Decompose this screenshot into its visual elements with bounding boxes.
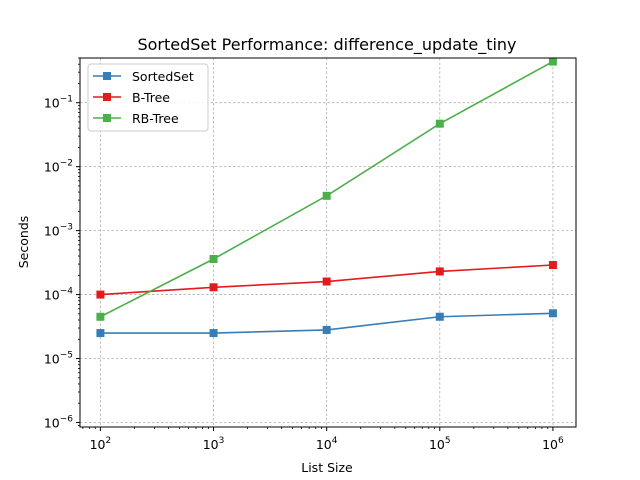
y-tick-label: 10−6: [44, 414, 73, 430]
data-point-b-tree: [96, 290, 105, 299]
y-tick-label: 10−1: [44, 95, 73, 111]
legend-label-b-tree: B-Tree: [132, 90, 170, 105]
x-axis: 102 103 104 105 106: [82, 427, 564, 452]
chart-title: SortedSet Performance: difference_update…: [137, 35, 516, 55]
x-tick-label: 103: [203, 436, 225, 452]
data-point-sortedset: [435, 312, 444, 321]
y-tick-label: 10−5: [44, 351, 73, 367]
plot-area: [96, 57, 557, 338]
data-point-b-tree: [322, 277, 331, 286]
legend-marker-sortedset: [103, 72, 111, 80]
axes-frame: [79, 57, 577, 428]
y-tick-label: 10−2: [44, 159, 73, 175]
data-point-rb-tree: [548, 57, 557, 66]
data-point-sortedset: [96, 329, 105, 338]
x-axis-label: List Size: [301, 460, 353, 475]
data-point-rb-tree: [322, 191, 331, 200]
y-axis-label: Seconds: [16, 216, 31, 269]
data-point-b-tree: [209, 283, 218, 292]
data-point-b-tree: [435, 267, 444, 276]
legend-box: [87, 63, 209, 132]
data-point-sortedset: [322, 325, 331, 334]
x-tick-label: 106: [542, 436, 564, 452]
y-axis: 10−6 10−5 10−4 10−3 10−2 10−1: [44, 57, 80, 430]
data-point-b-tree: [548, 260, 557, 269]
legend-marker-rb-tree: [103, 114, 111, 122]
y-tick-label: 10−3: [44, 223, 73, 239]
data-point-sortedset: [548, 309, 557, 318]
y-tick-label: 10−4: [44, 287, 73, 303]
data-point-sortedset: [209, 329, 218, 338]
x-tick-label: 105: [429, 436, 451, 452]
data-point-rb-tree: [435, 119, 444, 128]
legend: SortedSet B-Tree RB-Tree: [87, 63, 209, 132]
data-point-rb-tree: [209, 254, 218, 263]
data-point-rb-tree: [96, 312, 105, 321]
legend-marker-b-tree: [103, 93, 111, 101]
x-tick-label: 102: [90, 436, 112, 452]
legend-label-sortedset: SortedSet: [132, 69, 194, 84]
x-tick-label: 104: [316, 436, 338, 452]
legend-label-rb-tree: RB-Tree: [132, 111, 179, 126]
